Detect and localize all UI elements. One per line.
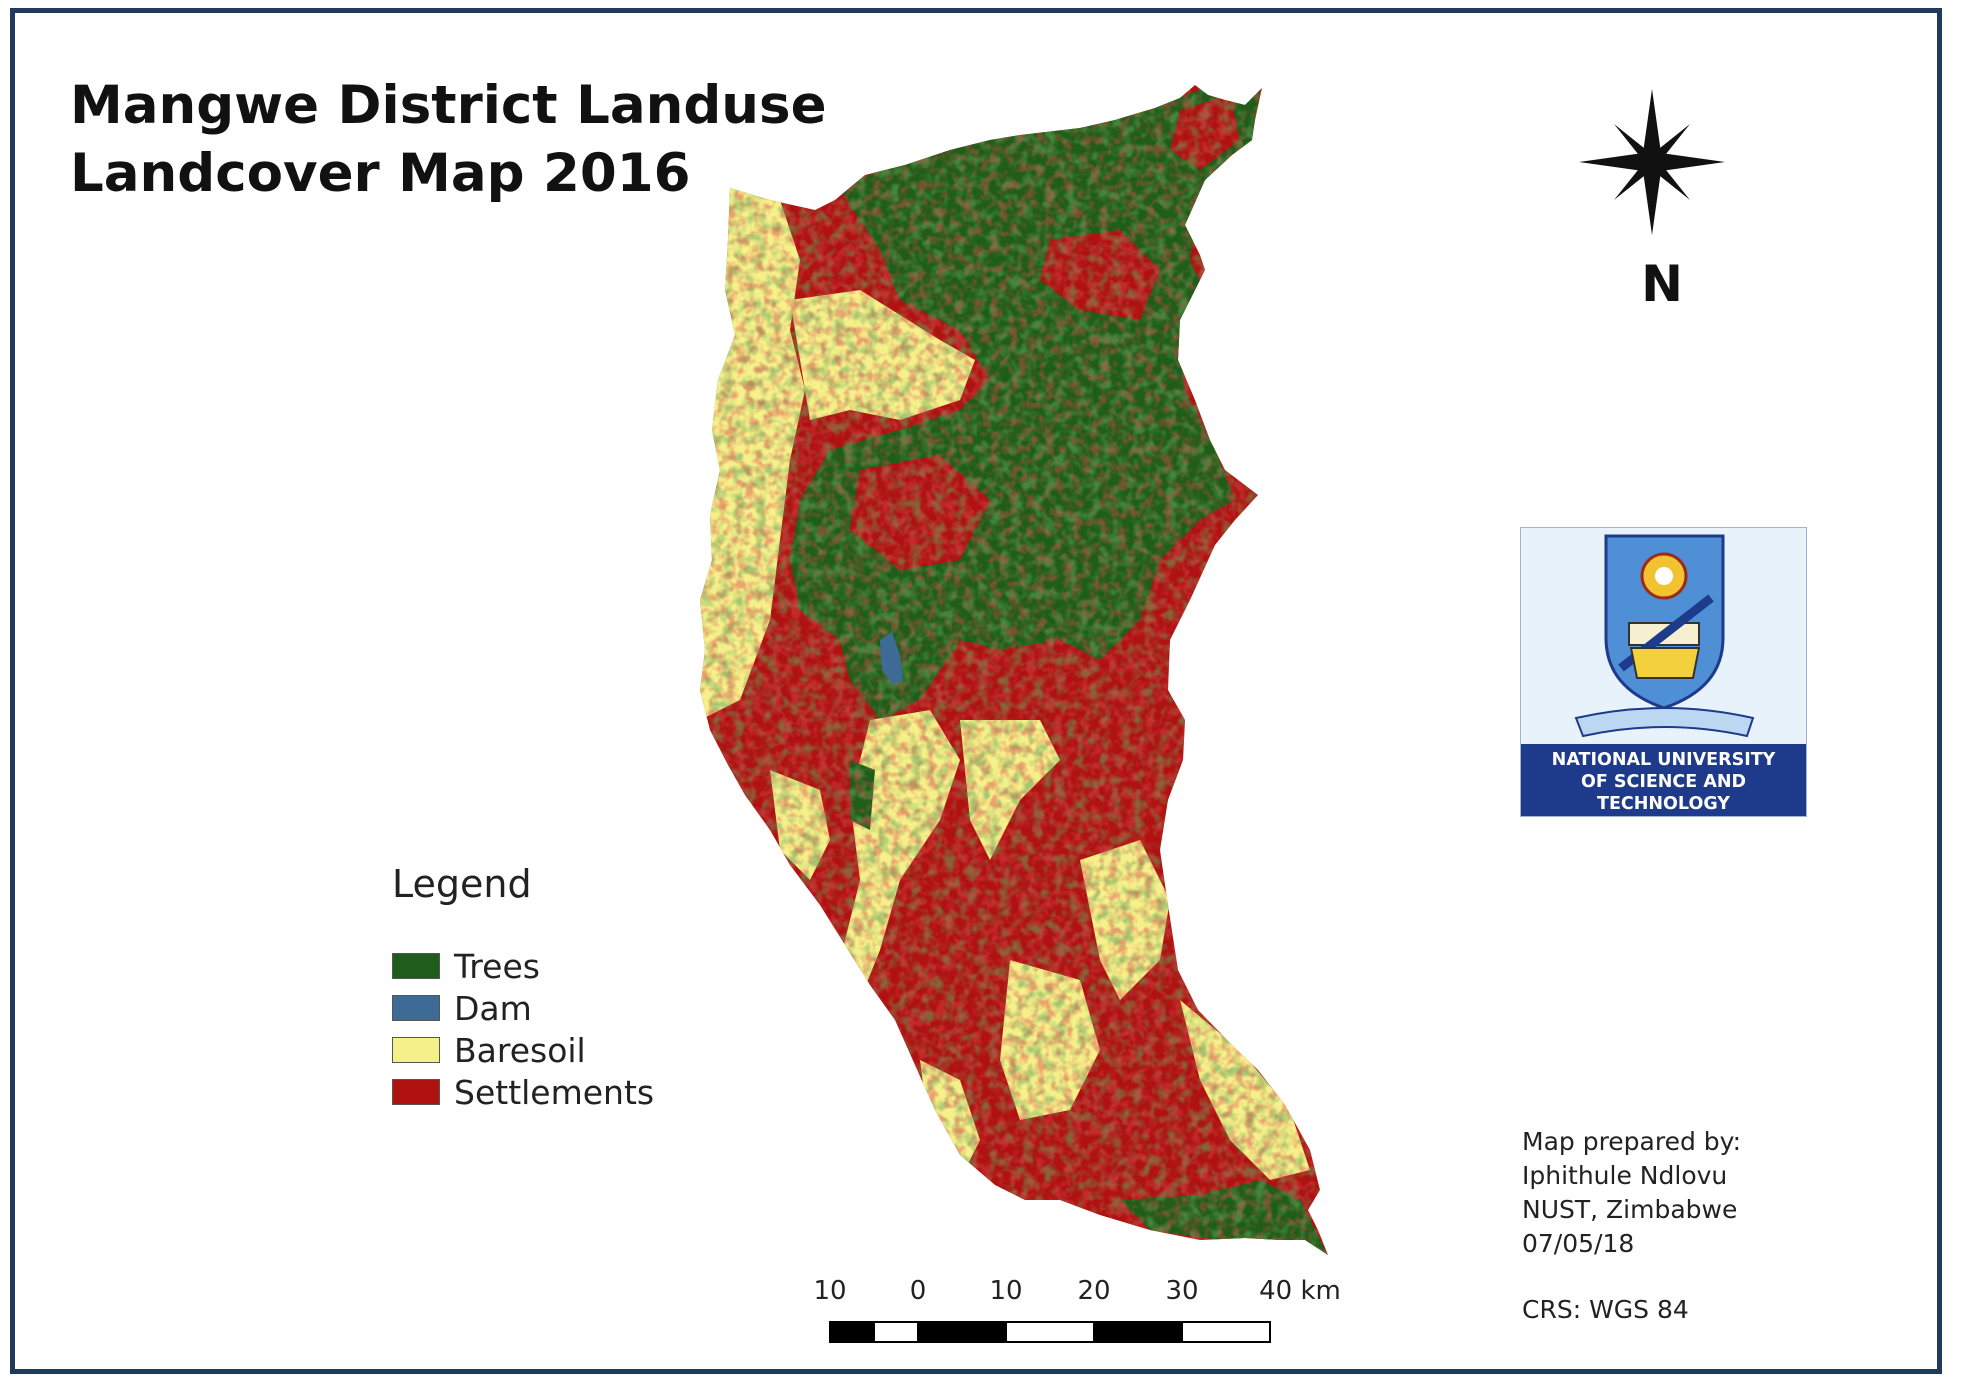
university-crest-icon — [1574, 534, 1755, 738]
legend-item-settlements: Settlements — [392, 1072, 654, 1112]
legend-label: Settlements — [454, 1072, 655, 1112]
university-name-line1: NATIONAL UNIVERSITY — [1551, 750, 1776, 770]
scale-tick-label: 40 km — [1259, 1276, 1341, 1306]
legend-item-dam: Dam — [392, 988, 532, 1028]
north-label: N — [1641, 255, 1683, 313]
dam-area — [880, 632, 903, 685]
map-credits: Map prepared by: Iphithule Ndlovu NUST, … — [1522, 1125, 1741, 1261]
legend-title: Legend — [392, 862, 532, 906]
legend-label: Trees — [454, 946, 540, 986]
scale-tick-label: 10 — [989, 1276, 1023, 1306]
scale-tick-label: 0 — [909, 1276, 927, 1306]
legend-item-baresoil: Baresoil — [392, 1030, 586, 1070]
scale-tick-label: 20 — [1077, 1276, 1111, 1306]
scale-tick-label: 10 — [813, 1276, 847, 1306]
university-name-line2: OF SCIENCE AND — [1580, 772, 1747, 792]
credits-date: 07/05/18 — [1522, 1229, 1635, 1258]
map-title-line1: Mangwe District Landuse — [70, 75, 827, 136]
legend-label: Baresoil — [454, 1030, 586, 1070]
crs-label: CRS: WGS 84 — [1522, 1295, 1689, 1324]
landcover-raster — [700, 85, 1328, 1255]
map-title: Mangwe District Landuse Landcover Map 20… — [70, 72, 827, 208]
credits-institution: NUST, Zimbabwe — [1522, 1195, 1738, 1224]
legend-swatch — [392, 953, 440, 979]
legend-swatch — [392, 1037, 440, 1063]
map-title-line2: Landcover Map 2016 — [70, 143, 691, 204]
credits-line1: Map prepared by: — [1522, 1127, 1742, 1156]
legend-swatch — [392, 1079, 440, 1105]
legend-swatch — [392, 995, 440, 1021]
university-logo: NATIONAL UNIVERSITY OF SCIENCE AND TECHN… — [1520, 527, 1807, 817]
legend-item-trees: Trees — [392, 946, 540, 986]
scale-tick-label: 30 — [1165, 1276, 1199, 1306]
settlements-speckle — [700, 85, 1328, 1255]
university-name-line3: TECHNOLOGY — [1597, 794, 1730, 814]
credits-author: Iphithule Ndlovu — [1522, 1161, 1728, 1190]
scale-bar — [829, 1321, 1271, 1343]
university-name: NATIONAL UNIVERSITY OF SCIENCE AND TECHN… — [1521, 744, 1806, 816]
legend-label: Dam — [454, 988, 532, 1028]
compass-star-icon — [1579, 89, 1725, 235]
